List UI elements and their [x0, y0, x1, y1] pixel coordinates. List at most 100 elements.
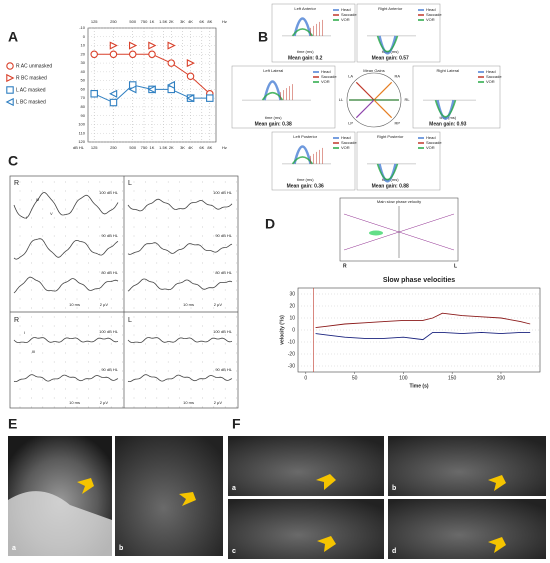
grid-dot — [31, 343, 32, 345]
grid-dot — [179, 181, 180, 183]
grid-dot — [88, 181, 89, 183]
grid-dot — [133, 361, 135, 363]
grid-dot — [224, 316, 226, 318]
grid-dot — [122, 334, 123, 336]
grid-dot — [179, 289, 180, 291]
grid-dot — [202, 379, 203, 381]
vhit-panel — [412, 65, 501, 129]
grid-dot — [190, 190, 192, 192]
grid-dot — [236, 352, 237, 354]
grid-dot — [65, 271, 66, 273]
grid-dot — [88, 280, 89, 282]
grid-dot — [31, 334, 32, 336]
grid-dot — [53, 271, 55, 273]
grid-dot — [167, 316, 169, 318]
grid-dot — [122, 379, 123, 381]
grid-dot — [65, 235, 66, 237]
grid-dot — [31, 190, 32, 192]
grid-dot — [133, 271, 135, 273]
grid-dot — [110, 289, 112, 291]
grid-dot — [99, 271, 101, 273]
grid-dot — [224, 307, 226, 309]
grid-dot — [224, 325, 226, 327]
grid-dot — [213, 334, 215, 336]
abr-trace — [127, 242, 233, 255]
canal-axis — [373, 81, 393, 101]
grid-dot — [42, 352, 44, 354]
grid-dot — [31, 271, 32, 273]
grid-dot — [213, 352, 215, 354]
grid-dot — [133, 352, 135, 354]
grid-dot — [42, 271, 44, 273]
grid-dot — [53, 388, 55, 390]
side-label: R — [343, 263, 347, 269]
grid-dot — [53, 235, 55, 237]
grid-dot — [156, 334, 158, 336]
x-tick-label: 2K — [169, 145, 174, 150]
grid-dot — [99, 334, 101, 336]
grid-dot — [133, 334, 135, 336]
y-tick-label: 80 — [81, 104, 86, 109]
grid-dot — [167, 352, 169, 354]
x-tick-label: 1.5K — [159, 145, 168, 150]
grid-dot — [179, 397, 180, 399]
grid-dot — [42, 289, 44, 291]
level-label: 100 dB HL — [99, 190, 119, 195]
grid-dot — [76, 190, 78, 192]
marker — [186, 94, 195, 103]
vhit-gain: Mean gain: 0.2 — [288, 55, 323, 61]
grid-dot — [99, 280, 101, 282]
x-tick-label: 500 — [129, 19, 136, 24]
grid-dot — [42, 370, 44, 372]
grid-dot — [213, 208, 215, 210]
legend-label: VOR — [341, 145, 350, 150]
chart-title: Slow phase velocities — [383, 277, 455, 284]
grid-dot — [145, 199, 146, 201]
grid-dot — [213, 271, 215, 273]
grid-dot — [76, 289, 78, 291]
axis-label: time (ms) — [265, 115, 282, 120]
side-label: R — [14, 317, 19, 324]
grid-dot — [99, 199, 101, 201]
grid-dot — [202, 280, 203, 282]
grid-dot — [65, 190, 66, 192]
side-label: R — [14, 180, 19, 187]
grid-dot — [179, 307, 180, 309]
grid-dot — [110, 361, 112, 363]
image-label: b — [392, 485, 396, 492]
legend-label: VOR — [426, 145, 435, 150]
grid-dot — [156, 325, 158, 327]
grid-dot — [133, 244, 135, 246]
grid-dot — [133, 289, 135, 291]
level-label: 80 dB HL — [101, 270, 118, 275]
legend-label: R AC unmasked — [16, 63, 52, 69]
marker — [128, 50, 137, 59]
grid-dot — [202, 325, 203, 327]
grid-dot — [145, 370, 146, 372]
grid-dot — [224, 289, 226, 291]
grid-dot — [31, 397, 32, 399]
grid-dot — [145, 334, 146, 336]
grid-dot — [19, 334, 21, 336]
grid-dot — [156, 370, 158, 372]
grid-dot — [167, 280, 169, 282]
vhit-trace — [291, 156, 314, 165]
marker — [186, 72, 195, 80]
grid-dot — [65, 406, 66, 408]
grid-dot — [110, 397, 112, 399]
grid-dot — [42, 307, 44, 309]
vhit-title: Left Anterior — [294, 6, 316, 11]
x-tick-label: 50 — [352, 375, 358, 381]
grid-dot — [122, 325, 123, 327]
grid-dot — [53, 343, 55, 345]
grid-dot — [167, 253, 169, 255]
grid-dot — [19, 343, 21, 345]
grid-dot — [190, 271, 192, 273]
grid-dot — [179, 190, 180, 192]
x-tick-label: 125 — [91, 19, 98, 24]
grid-dot — [202, 181, 203, 183]
grid-dot — [236, 379, 237, 381]
grid-dot — [42, 262, 44, 264]
grid-dot — [224, 334, 226, 336]
grid-dot — [156, 217, 158, 219]
